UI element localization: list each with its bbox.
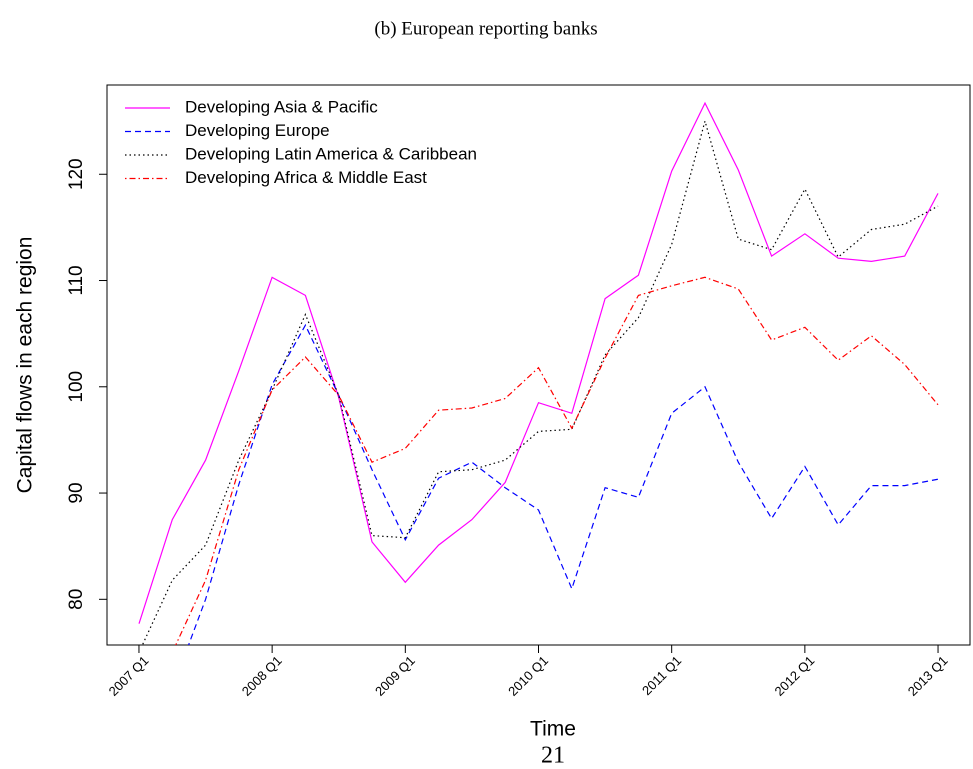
series-line (141, 118, 939, 645)
x-tick-label: 2009 Q1 (372, 653, 418, 699)
page-number: 21 (541, 743, 565, 769)
series-line (187, 323, 939, 645)
chart-title: (b) European reporting banks (374, 18, 597, 39)
y-tick-label: 100 (66, 371, 87, 403)
x-tick-label: 2010 Q1 (505, 653, 551, 699)
y-tick-label: 110 (66, 265, 87, 295)
x-axis-label: Time (530, 718, 576, 741)
x-tick-label: 2007 Q1 (106, 653, 152, 699)
y-tick-label: 90 (66, 482, 87, 503)
x-tick-label: 2013 Q1 (905, 653, 951, 699)
y-tick-label: 80 (66, 589, 87, 610)
series-line (175, 276, 939, 645)
y-tick-label: 120 (66, 158, 87, 190)
plot-area (138, 101, 939, 645)
legend-label: Developing Latin America & Caribbean (185, 144, 477, 163)
y-axis-label: Capital flows in each region (14, 237, 37, 494)
x-tick-label: 2011 Q1 (639, 653, 684, 698)
x-tick-label: 2012 Q1 (772, 653, 818, 699)
legend-label: Developing Africa & Middle East (185, 168, 427, 187)
legend-label: Developing Asia & Pacific (185, 97, 378, 116)
legend-label: Developing Europe (185, 121, 330, 140)
series-line (138, 101, 939, 624)
x-tick-label: 2008 Q1 (239, 653, 285, 699)
